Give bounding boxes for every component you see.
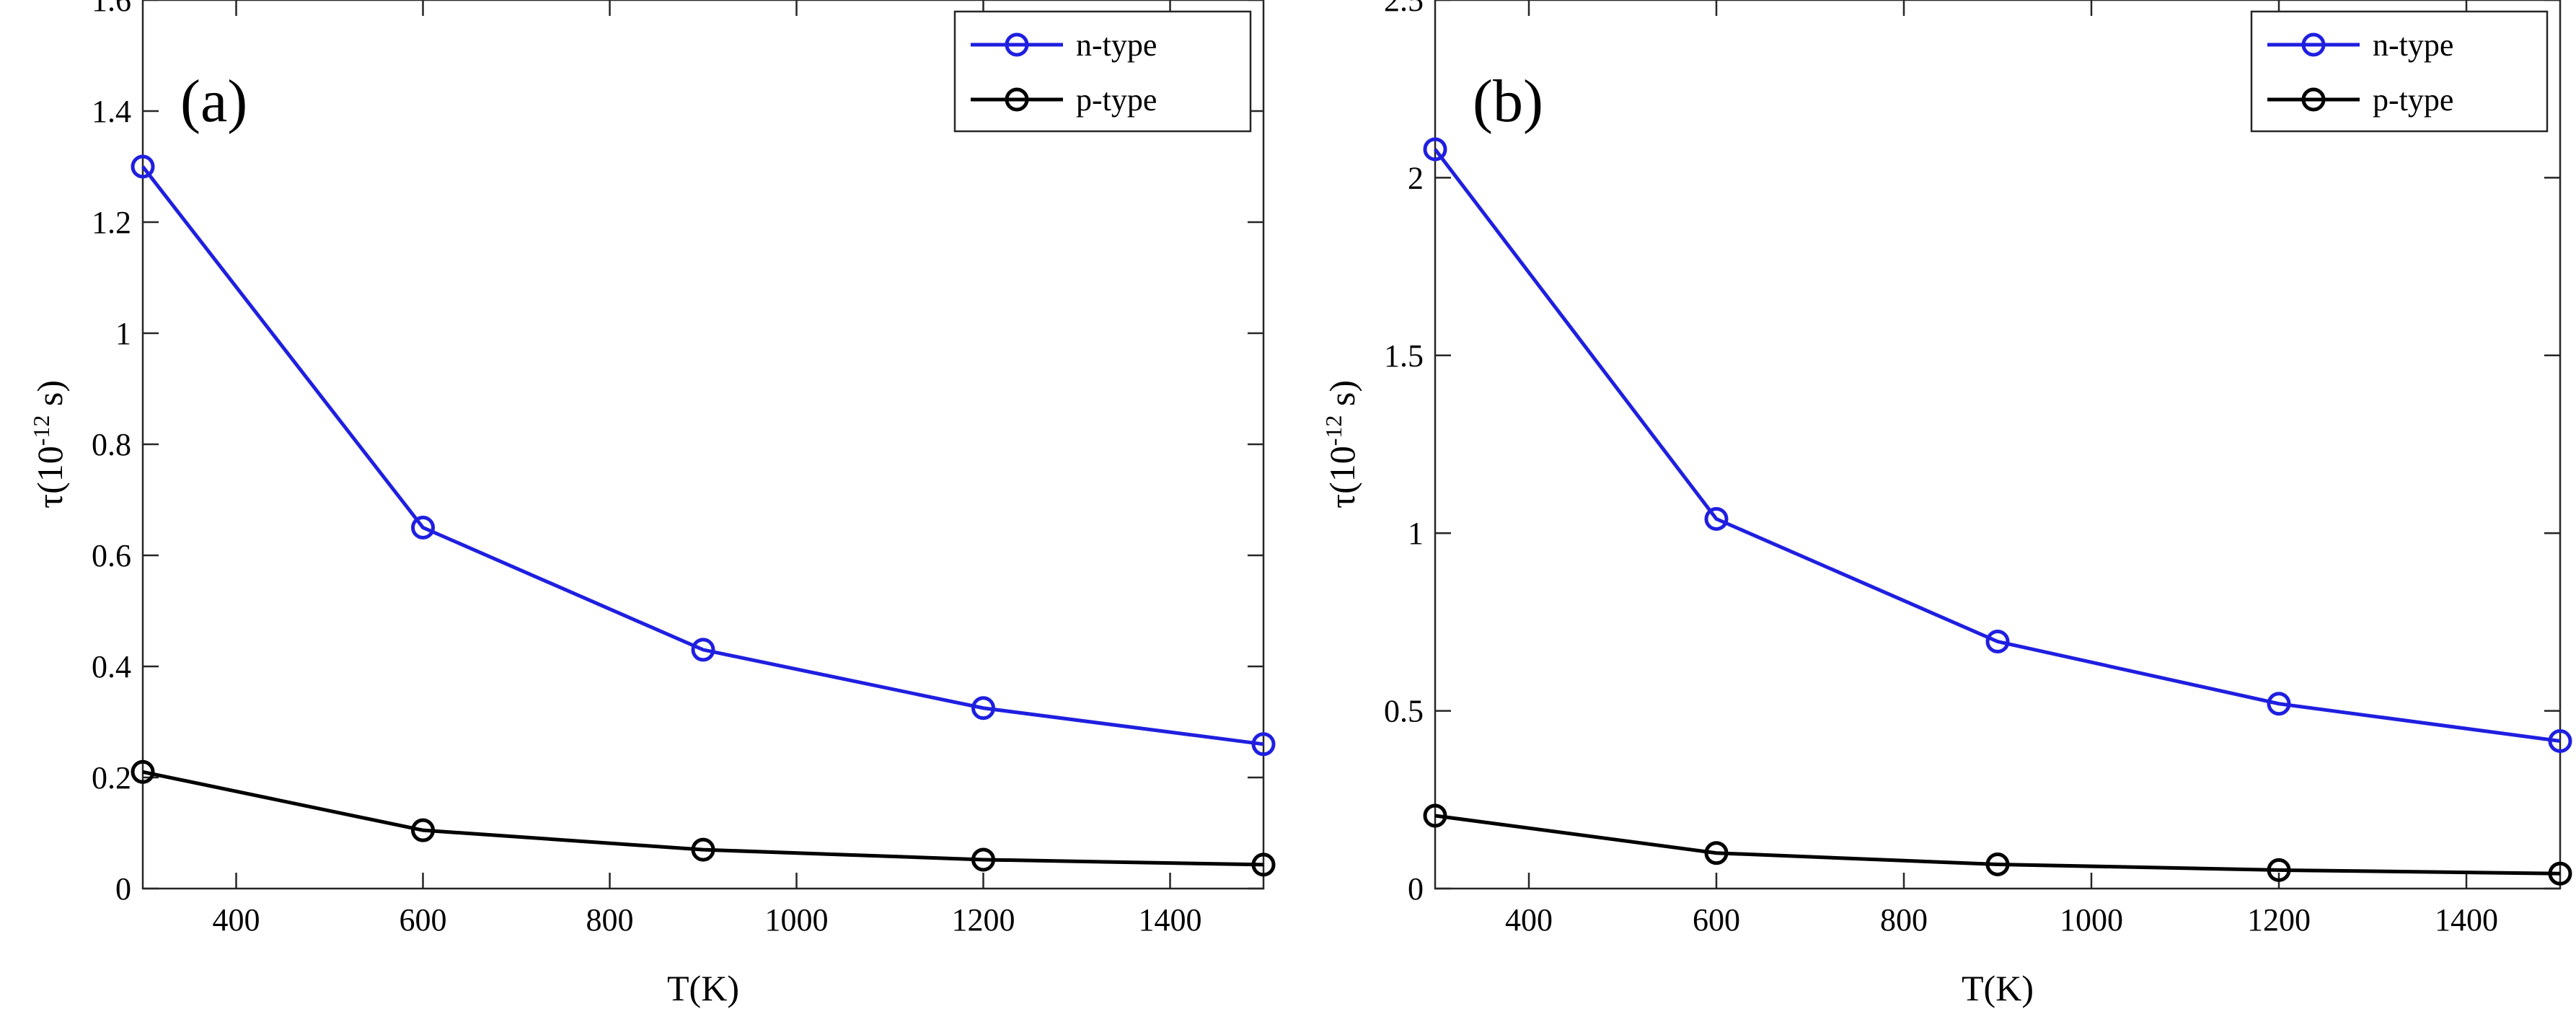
- data-point: [2267, 858, 2291, 882]
- legend-label: n-type: [1076, 27, 1157, 63]
- legend: n-type p-type: [953, 10, 1252, 133]
- y-tick-label: 1.4: [92, 94, 131, 129]
- y-tick-label: 2: [1408, 160, 1424, 195]
- data-point: [971, 847, 995, 872]
- y-tick-label: 0.8: [92, 427, 131, 462]
- x-tick-label: 800: [1880, 902, 1928, 938]
- panel-label: (a): [180, 68, 247, 135]
- data-point: [1251, 852, 1276, 877]
- data-point: [2548, 861, 2572, 886]
- data-point: [1251, 732, 1276, 757]
- panel-label: (b): [1473, 68, 1543, 135]
- series-line: [1434, 148, 2561, 743]
- x-tick-label: 1200: [952, 902, 1015, 938]
- legend-label: n-type: [2373, 27, 2453, 63]
- x-tick-label: 1400: [1139, 902, 1202, 938]
- chart-panel-a: 400 600 800 1000 1200 1400 0 0.2 0.4 0.6 0.8 1 1.2 1.…: [28, 0, 1276, 1008]
- data-point: [411, 516, 435, 539]
- y-axis-label-exponent: -12: [28, 415, 54, 446]
- series-line: [141, 165, 1264, 746]
- legend: n-type p-type: [2250, 10, 2549, 133]
- y-tick-label: 2.5: [1384, 0, 1424, 18]
- y-tick-label: 0: [1408, 871, 1424, 907]
- legend-marker: [1005, 87, 1029, 112]
- data-point: [2267, 692, 2291, 716]
- y-tick-label: 1.6: [92, 0, 131, 18]
- data-point: [1985, 852, 2010, 876]
- x-tick-label: 800: [586, 902, 634, 938]
- legend-entry: n-type: [971, 27, 1157, 63]
- y-tick-label: 1.2: [92, 205, 131, 240]
- plot-area-frame: [1434, 0, 2562, 890]
- x-tick-label: 1200: [2247, 902, 2311, 938]
- legend-box: [953, 10, 1252, 133]
- y-axis-label-base: τ(10: [1322, 446, 1362, 508]
- chart-panel-b: 400 600 800 1000 1200 1400 0 0.5 1 1.5 2 2.5 T(K) τ(1…: [1320, 0, 2572, 1008]
- y-tick-label: 0.6: [92, 538, 131, 573]
- y-tick-label: 1: [1408, 516, 1424, 551]
- y-axis-label-unit: s): [1322, 380, 1362, 415]
- y-axis-label: τ(10-12 s): [1320, 380, 1362, 508]
- legend-entry: p-type: [2267, 82, 2453, 118]
- data-point: [411, 818, 435, 842]
- data-point: [691, 638, 715, 662]
- legend-marker: [1005, 32, 1029, 57]
- series-line: [142, 770, 1264, 867]
- data-point: [1985, 630, 2010, 654]
- legend-box: [2250, 10, 2549, 133]
- legend-entry: p-type: [971, 82, 1157, 118]
- data-point: [1704, 506, 1729, 531]
- series-n-type: [131, 154, 1276, 757]
- y-tick-label: 1: [115, 316, 131, 351]
- y-axis-label-exponent: -12: [1320, 415, 1346, 446]
- x-axis-label: T(K): [1962, 968, 2034, 1008]
- data-point: [2548, 728, 2572, 753]
- y-tick-label: 0.2: [92, 760, 131, 796]
- data-point: [1704, 841, 1729, 865]
- legend-marker: [2301, 87, 2326, 112]
- x-axis-label: T(K): [667, 968, 739, 1008]
- y-axis-label: τ(10-12 s): [28, 380, 70, 508]
- legend-label: p-type: [2373, 82, 2453, 118]
- legend-marker: [2301, 32, 2326, 57]
- y-axis-label-unit: s): [30, 380, 70, 415]
- x-tick-label: 1000: [765, 902, 829, 938]
- data-point: [131, 154, 155, 179]
- y-tick-label: 1.5: [1384, 338, 1424, 374]
- x-tick-label: 1000: [2060, 902, 2123, 938]
- x-tick-label: 600: [1693, 902, 1740, 938]
- series-p-type: [131, 759, 1276, 877]
- x-tick-label: 400: [213, 902, 260, 938]
- data-point: [1423, 137, 1447, 162]
- y-tick-label: 0.5: [1384, 694, 1424, 729]
- data-point: [1423, 803, 1447, 828]
- plot-area-frame: [141, 0, 1265, 890]
- data-point: [971, 696, 995, 721]
- y-tick-label: 0.4: [92, 649, 131, 684]
- legend-entry: n-type: [2267, 27, 2453, 63]
- legend-label: p-type: [1076, 82, 1157, 118]
- x-tick-label: 600: [400, 902, 447, 938]
- series-n-type: [1423, 137, 2572, 753]
- y-tick-label: 0: [115, 871, 131, 907]
- data-point: [131, 759, 155, 784]
- y-axis-label-base: τ(10: [30, 446, 70, 508]
- data-point: [691, 837, 715, 862]
- series-p-type: [1423, 803, 2572, 886]
- x-tick-label: 400: [1505, 902, 1553, 938]
- series-line: [1434, 814, 2561, 876]
- x-tick-label: 1400: [2435, 902, 2498, 938]
